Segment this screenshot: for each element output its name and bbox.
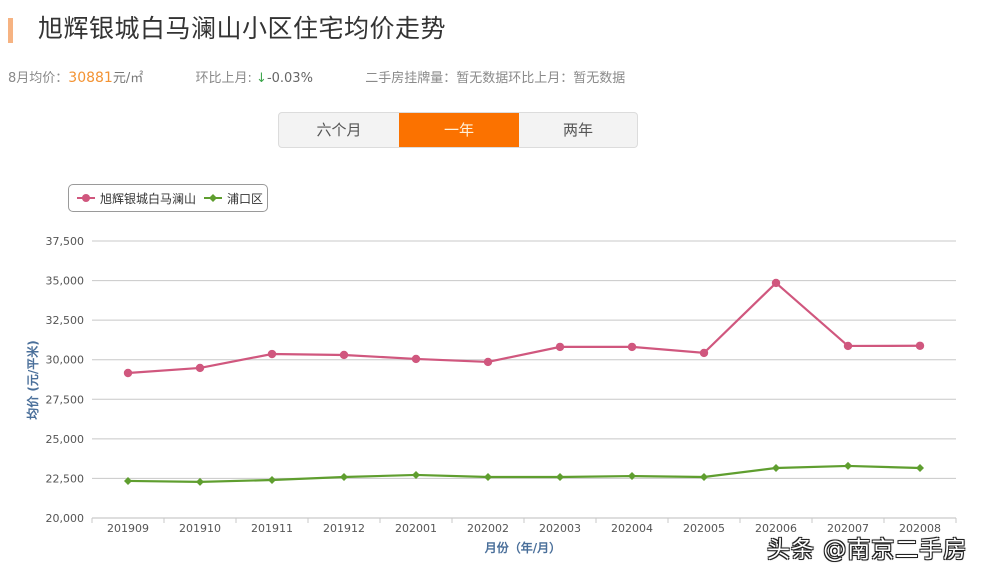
data-point[interactable] bbox=[771, 278, 781, 288]
listing-label: 二手房挂牌量： bbox=[365, 71, 457, 86]
data-point[interactable] bbox=[412, 470, 420, 479]
x-tick-label: 202001 bbox=[395, 522, 437, 535]
listing-mom-value: 暂无数据 bbox=[573, 71, 626, 86]
listing-mom-label: 环比上月： bbox=[508, 71, 574, 86]
series-line bbox=[127, 464, 921, 484]
x-tick-label: 201909 bbox=[107, 522, 149, 535]
x-tick-label: 202002 bbox=[467, 522, 509, 535]
data-point[interactable] bbox=[555, 342, 565, 352]
down-arrow-icon: ↓ bbox=[256, 71, 267, 86]
data-point[interactable] bbox=[484, 473, 492, 482]
data-point[interactable] bbox=[556, 473, 564, 482]
x-tick-label: 201911 bbox=[251, 522, 293, 535]
mom-label: 环比上月: bbox=[195, 71, 252, 86]
data-point[interactable] bbox=[916, 463, 924, 472]
data-point[interactable] bbox=[699, 348, 709, 358]
y-tick-label: 37,500 bbox=[46, 235, 85, 248]
legend-item-community[interactable]: 旭辉银城白马澜山 bbox=[77, 190, 196, 207]
y-tick-label: 30,000 bbox=[46, 354, 85, 367]
tab-two-years[interactable]: 两年 bbox=[562, 121, 593, 139]
x-tick-label: 201912 bbox=[323, 522, 365, 535]
data-point[interactable] bbox=[340, 473, 348, 482]
data-point[interactable] bbox=[411, 354, 421, 364]
y-tick-label: 20,000 bbox=[46, 512, 85, 525]
data-point[interactable] bbox=[844, 461, 852, 470]
chart-legend: 旭辉银城白马澜山 浦口区 bbox=[68, 184, 268, 212]
avg-price-value: 30881 bbox=[68, 70, 113, 86]
avg-price-unit: 元/㎡ bbox=[112, 71, 144, 86]
data-point[interactable] bbox=[700, 473, 708, 482]
data-point[interactable] bbox=[772, 463, 780, 472]
y-tick-label: 32,500 bbox=[46, 314, 85, 327]
data-point[interactable] bbox=[124, 476, 132, 485]
data-point[interactable] bbox=[195, 363, 205, 373]
series-line bbox=[127, 281, 921, 375]
mom-value: -0.03% bbox=[266, 71, 313, 86]
x-tick-label: 202003 bbox=[539, 522, 581, 535]
legend-label-district: 浦口区 bbox=[227, 191, 264, 206]
data-point[interactable] bbox=[196, 477, 204, 486]
data-point[interactable] bbox=[123, 368, 133, 378]
data-point[interactable] bbox=[628, 472, 636, 481]
y-axis-ticks: 20,000 22,500 25,000 27,500 30,000 32,500 35,0… bbox=[46, 235, 85, 525]
avg-price-label: 8月均价： bbox=[8, 71, 69, 86]
y-tick-label: 35,000 bbox=[46, 275, 85, 288]
tab-one-year[interactable]: 一年 bbox=[399, 113, 519, 147]
data-point[interactable] bbox=[268, 476, 276, 485]
page-title: 旭辉银城白马澜山小区住宅均价走势 bbox=[38, 14, 447, 43]
y-tick-label: 25,000 bbox=[46, 433, 85, 446]
y-tick-label: 27,500 bbox=[46, 393, 85, 406]
grid-lines bbox=[92, 240, 956, 519]
tab-six-months[interactable]: 六个月 bbox=[316, 121, 362, 139]
data-point[interactable] bbox=[267, 349, 277, 359]
x-tick-label: 202005 bbox=[683, 522, 725, 535]
period-tabs: 六个月 一年 两年 bbox=[278, 112, 638, 148]
stats-row: 8月均价：30881元/㎡ 环比上月: ↓ -0.03% 二手房挂牌量： 暂无数… bbox=[8, 69, 625, 88]
data-point[interactable] bbox=[627, 342, 637, 352]
x-tick-label: 201910 bbox=[179, 522, 221, 535]
y-axis-label: 均价 (元/平米) bbox=[25, 340, 40, 420]
data-point[interactable] bbox=[339, 350, 349, 360]
listing-value: 暂无数据 bbox=[456, 71, 509, 86]
data-point[interactable] bbox=[915, 341, 925, 350]
series-lines bbox=[123, 278, 925, 486]
diamond-marker-icon bbox=[204, 194, 223, 202]
circle-marker-icon bbox=[77, 194, 95, 202]
y-tick-label: 22,500 bbox=[46, 472, 85, 485]
legend-item-district[interactable]: 浦口区 bbox=[204, 190, 263, 207]
title-accent-bar bbox=[8, 18, 13, 43]
legend-label-community: 旭辉银城白马澜山 bbox=[100, 191, 197, 206]
data-point[interactable] bbox=[483, 357, 493, 367]
watermark: 头条 @南京二手房 bbox=[767, 537, 968, 563]
x-axis-label: 月份（年/月） bbox=[484, 540, 561, 555]
x-tick-label: 202004 bbox=[611, 522, 653, 535]
data-point[interactable] bbox=[843, 341, 853, 351]
